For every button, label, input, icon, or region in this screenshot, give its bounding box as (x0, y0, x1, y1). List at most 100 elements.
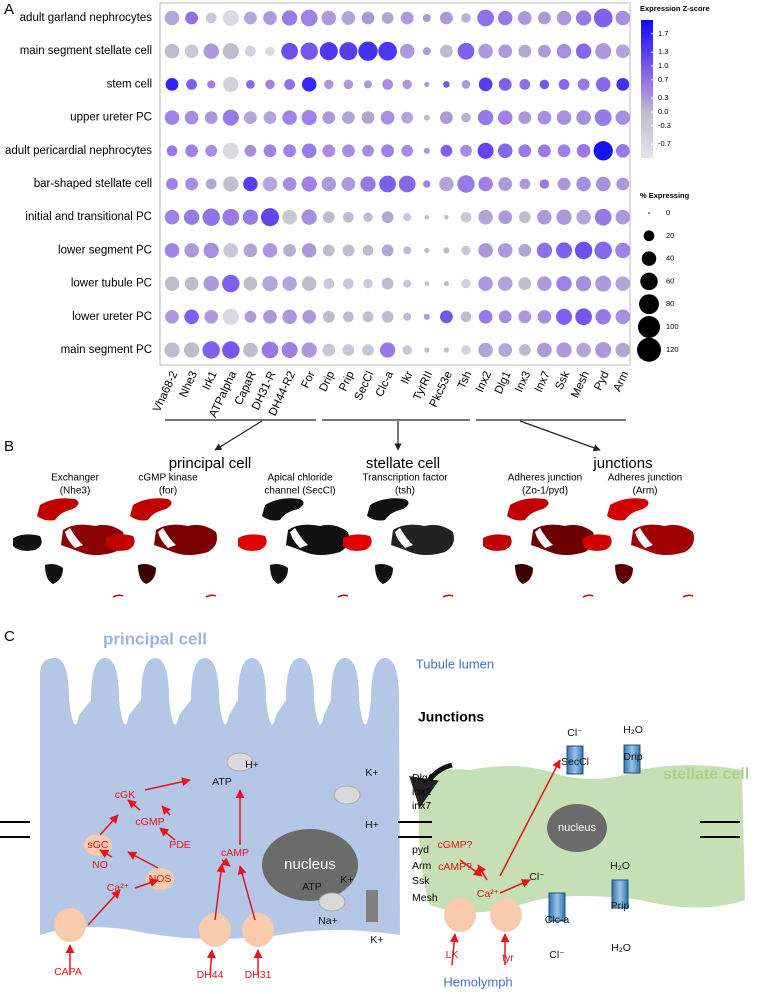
label: H₂O (611, 942, 631, 954)
arrow (127, 851, 159, 869)
dot (362, 245, 374, 256)
dot (360, 176, 376, 192)
umap-cluster (205, 594, 217, 598)
dot (595, 43, 612, 60)
dot (615, 110, 631, 125)
dot (361, 11, 375, 25)
dot (265, 46, 275, 56)
arrow (409, 762, 453, 808)
dot (518, 344, 531, 356)
plot-subtitle: channel (SecCl) (264, 486, 335, 497)
dot (557, 144, 571, 158)
dot (265, 79, 275, 90)
dot (497, 243, 513, 258)
dot (443, 247, 450, 254)
dot (519, 79, 531, 90)
dot (557, 177, 571, 191)
dot (593, 141, 613, 161)
umap (343, 498, 454, 598)
dot (615, 342, 631, 358)
dot (518, 310, 532, 324)
dot (319, 42, 338, 61)
receptor (54, 908, 86, 942)
dot (358, 41, 378, 61)
dot (424, 281, 430, 286)
dot (576, 342, 591, 358)
umap-cluster (531, 524, 594, 555)
label: Hemolymph (443, 974, 512, 989)
dot (403, 312, 412, 321)
dot (244, 111, 257, 124)
dot (478, 342, 493, 358)
dot (222, 9, 239, 27)
dot (184, 309, 199, 325)
label: K+ (340, 874, 353, 886)
label: nucleus (284, 856, 336, 873)
plot-subtitle: (Nhe3) (60, 486, 91, 497)
arrow (161, 805, 171, 816)
dot (497, 143, 513, 159)
dot (242, 209, 259, 225)
dot (183, 209, 200, 225)
dot (440, 310, 453, 324)
dot (518, 144, 532, 158)
dot (478, 176, 493, 192)
size-legend-dot (641, 251, 657, 266)
umap-cluster (391, 524, 454, 555)
umap-cluster (238, 534, 267, 551)
arrow (499, 759, 561, 877)
dot (244, 310, 257, 323)
label: Cl⁻ (549, 949, 565, 961)
label: cGMP? (437, 839, 472, 851)
dot (301, 276, 317, 291)
colorbar-tick-label: -0.7 (658, 139, 671, 148)
dot (424, 247, 430, 253)
x-tick-label: Dlg1 (493, 369, 514, 396)
dot (575, 308, 592, 326)
dot (461, 345, 471, 355)
dot (165, 78, 179, 91)
dot (423, 313, 430, 320)
dot (343, 79, 354, 90)
dot (460, 211, 472, 223)
dot (443, 347, 449, 353)
plot-title: cGMP kinase (138, 473, 198, 484)
x-tick-label: Vha68-2 (151, 369, 180, 413)
dot (186, 79, 197, 90)
plot-subtitle: (Arm) (633, 486, 658, 497)
dot (537, 276, 552, 291)
k-channel (366, 890, 378, 922)
dot (202, 341, 220, 359)
umap-cluster (682, 594, 694, 598)
label: Clc-a (545, 914, 570, 926)
umap-cluster (507, 498, 549, 521)
dot (164, 243, 180, 258)
dot (440, 44, 453, 58)
label: sGC (88, 839, 109, 851)
dot (556, 110, 572, 125)
dot (594, 241, 612, 260)
row-label: bar-shaped stellate cell (34, 178, 152, 190)
dot (575, 275, 592, 292)
dot (302, 309, 317, 324)
row-label: adult pericardial nephrocytes (5, 145, 152, 157)
dot (282, 276, 297, 291)
legend-title: % Expressing (640, 191, 690, 200)
dot (399, 43, 415, 59)
dot (461, 80, 471, 89)
arrow (449, 933, 459, 966)
dot (204, 111, 218, 124)
group-label: principal cell (169, 455, 252, 472)
dot (382, 79, 393, 90)
umap (106, 498, 217, 598)
umap (13, 498, 124, 598)
dot (517, 11, 532, 25)
dot (301, 243, 317, 258)
colorbar-tick-label: 1.3 (658, 47, 668, 56)
dot (460, 311, 472, 323)
nucleus (262, 829, 358, 901)
dot (477, 109, 494, 126)
dot (244, 144, 257, 157)
group-label: stellate cell (366, 455, 440, 472)
umap-cluster (290, 528, 308, 548)
